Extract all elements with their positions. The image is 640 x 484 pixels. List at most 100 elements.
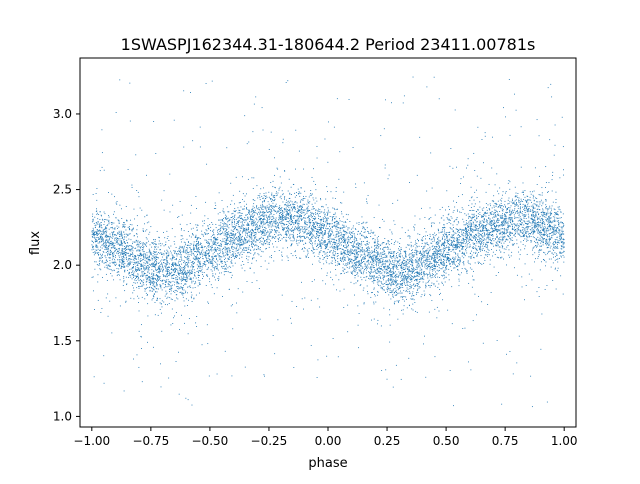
data-point — [427, 260, 429, 262]
data-point — [371, 259, 373, 261]
data-point — [169, 258, 171, 260]
data-point — [232, 249, 234, 251]
data-point — [532, 191, 533, 193]
data-point — [357, 247, 359, 248]
data-point — [507, 182, 509, 184]
data-point — [485, 221, 487, 223]
data-point — [157, 257, 159, 259]
data-point — [469, 236, 471, 238]
data-point — [95, 246, 97, 248]
data-point — [250, 230, 252, 232]
data-point — [516, 230, 518, 232]
data-point — [344, 260, 346, 261]
data-point — [530, 218, 532, 220]
data-point — [426, 252, 428, 254]
data-point — [471, 240, 473, 241]
data-point — [273, 220, 275, 222]
data-point — [254, 212, 256, 214]
data-point — [445, 262, 447, 263]
data-point — [241, 238, 242, 240]
data-point — [316, 157, 318, 159]
data-point — [418, 258, 420, 260]
data-point — [484, 259, 486, 261]
data-point — [531, 406, 533, 408]
data-point — [389, 283, 391, 285]
data-point — [518, 217, 520, 219]
data-point — [329, 235, 331, 237]
data-point — [551, 227, 553, 229]
data-point — [267, 236, 268, 238]
data-point — [318, 211, 320, 212]
data-point — [391, 242, 392, 244]
data-point — [434, 268, 436, 270]
data-point — [213, 237, 214, 238]
data-point — [275, 220, 277, 222]
data-point — [398, 263, 400, 265]
data-point — [347, 304, 349, 306]
data-point — [251, 209, 253, 211]
data-point — [410, 246, 412, 248]
data-point — [424, 228, 426, 230]
data-point — [456, 245, 457, 247]
data-point — [344, 234, 346, 235]
data-point — [277, 225, 279, 227]
data-point — [166, 238, 168, 239]
data-point — [308, 196, 310, 198]
data-point — [224, 223, 226, 225]
data-point — [449, 263, 451, 265]
data-point — [385, 99, 386, 101]
data-point — [423, 271, 425, 273]
data-point — [145, 269, 147, 271]
data-point — [425, 258, 427, 260]
data-point — [402, 257, 404, 259]
data-point — [557, 247, 559, 249]
data-point — [411, 275, 413, 277]
data-point — [102, 240, 104, 242]
data-point — [555, 202, 557, 204]
data-point — [129, 224, 131, 225]
data-point — [546, 213, 548, 215]
data-point — [414, 279, 416, 281]
data-point — [116, 225, 118, 227]
data-point — [287, 230, 289, 232]
data-point — [108, 256, 110, 258]
data-point — [448, 257, 450, 259]
data-point — [443, 247, 445, 249]
data-point — [192, 260, 194, 262]
data-point — [279, 222, 280, 224]
data-point — [551, 222, 553, 224]
data-point — [393, 266, 395, 268]
data-point — [219, 219, 221, 221]
data-point — [261, 214, 263, 216]
data-point — [268, 211, 270, 213]
data-point — [319, 261, 321, 263]
data-point — [343, 224, 345, 226]
data-point — [196, 326, 198, 327]
data-point — [109, 242, 111, 244]
data-point — [519, 208, 521, 210]
data-point — [185, 272, 187, 274]
data-point — [511, 243, 513, 245]
data-point — [415, 242, 417, 244]
data-point — [124, 265, 126, 267]
data-point — [544, 252, 546, 254]
data-point — [271, 206, 272, 208]
data-point — [354, 258, 356, 260]
data-point — [417, 283, 419, 285]
data-point — [257, 230, 259, 232]
data-point — [344, 257, 346, 259]
data-point — [400, 267, 402, 269]
data-point — [536, 201, 538, 203]
data-point — [215, 243, 216, 245]
data-point — [212, 256, 214, 258]
data-point — [148, 272, 150, 274]
data-point — [174, 243, 176, 245]
data-point — [317, 247, 319, 249]
data-point — [193, 245, 194, 247]
data-point — [290, 244, 292, 246]
data-point — [371, 271, 373, 273]
data-point — [530, 241, 532, 243]
data-point — [222, 240, 224, 242]
data-point — [407, 229, 409, 231]
data-point — [556, 214, 558, 215]
